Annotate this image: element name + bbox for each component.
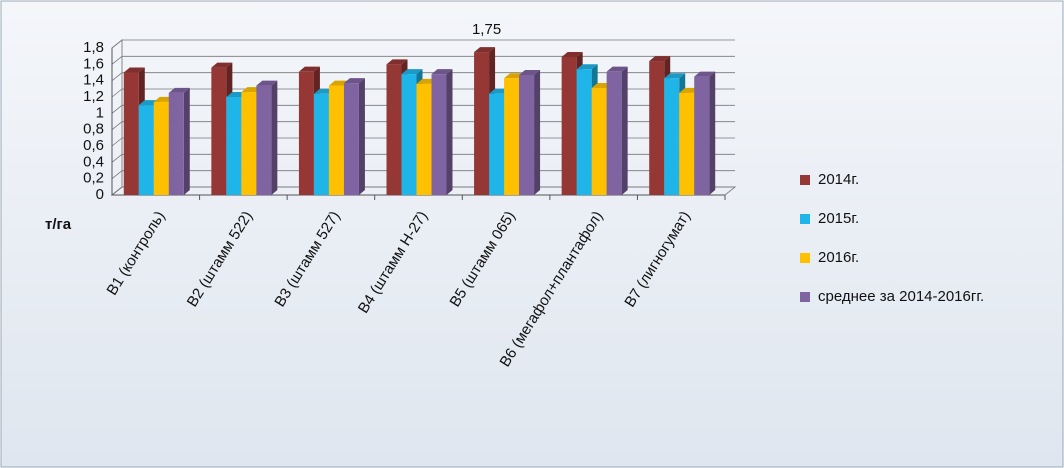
bar [431,74,447,195]
bar-side [271,80,278,195]
legend-swatch [800,175,810,185]
bar [298,71,314,195]
y-tick-label: 0,8 [83,121,104,138]
bar-top [664,73,686,79]
bar [489,93,505,195]
y-tick-label: 0 [96,186,104,203]
grid-slant [111,39,123,49]
legend-swatch [800,292,810,302]
y-tick-label: 1,6 [83,55,104,72]
bar [313,93,329,195]
y-tick-label: 1,2 [83,88,104,105]
bar [649,61,665,195]
bar-side [446,69,453,195]
bar [138,105,154,195]
y-tick-label: 1,8 [83,39,104,56]
y-tick-label: 1 [96,104,104,121]
grid-slant [111,186,123,196]
bar-top [343,78,365,84]
bar [328,85,344,195]
bar-top [606,66,628,72]
grid-slant [111,137,123,147]
bar [241,92,257,195]
bar-top [474,47,496,53]
legend-label: 2016г. [818,249,859,266]
grid-slant [111,88,123,98]
y-tick-label: 0,2 [83,170,104,187]
bar-top [694,71,716,77]
grid-slant [111,72,123,81]
bar [153,101,169,195]
bar [519,74,535,195]
bar [123,72,139,195]
bar-top [298,66,320,72]
bar [256,85,272,195]
bar [343,83,359,195]
legend-swatch [800,214,810,224]
bar [591,88,607,195]
bar-side [621,66,628,195]
bar [211,67,227,195]
legend-swatch [800,253,810,263]
bar [416,83,432,195]
bar [168,92,184,195]
y-tick-label: 1,4 [83,72,104,89]
bar-top [386,59,408,65]
bar [694,76,710,195]
bar [474,52,490,196]
bar-top [561,51,583,57]
grid-slant [111,105,123,114]
bar [504,78,520,195]
grid-slant [111,170,123,179]
bar-top [401,69,423,75]
bar [386,64,402,195]
bar [576,69,592,195]
legend-label: среднее за 2014-2016гг. [818,288,984,305]
bar-side [534,69,541,195]
bar [679,92,695,195]
bar-top [431,69,453,75]
grid-slant [111,154,123,163]
bar [561,56,577,195]
bar-top [576,64,598,70]
bar-top [256,80,278,86]
bar-side [183,87,190,195]
grid-slant [111,56,123,65]
bar-top [123,67,145,73]
bar-top [649,56,671,62]
bar [401,74,417,195]
data-label: 1,75 [472,21,501,38]
bar-side [358,78,365,195]
y-tick-label: 0,6 [83,137,104,154]
bar [664,78,680,195]
bar-top [211,62,233,68]
legend-label: 2014г. [818,171,859,188]
bar-top [168,87,190,93]
bar [226,97,242,195]
bar [606,71,622,195]
legend-label: 2015г. [818,210,859,227]
bar-side [709,71,716,195]
grid-slant [111,121,123,130]
bar-top [519,69,541,75]
y-axis-label: т/га [45,216,72,233]
y-tick-label: 0,4 [83,153,104,170]
